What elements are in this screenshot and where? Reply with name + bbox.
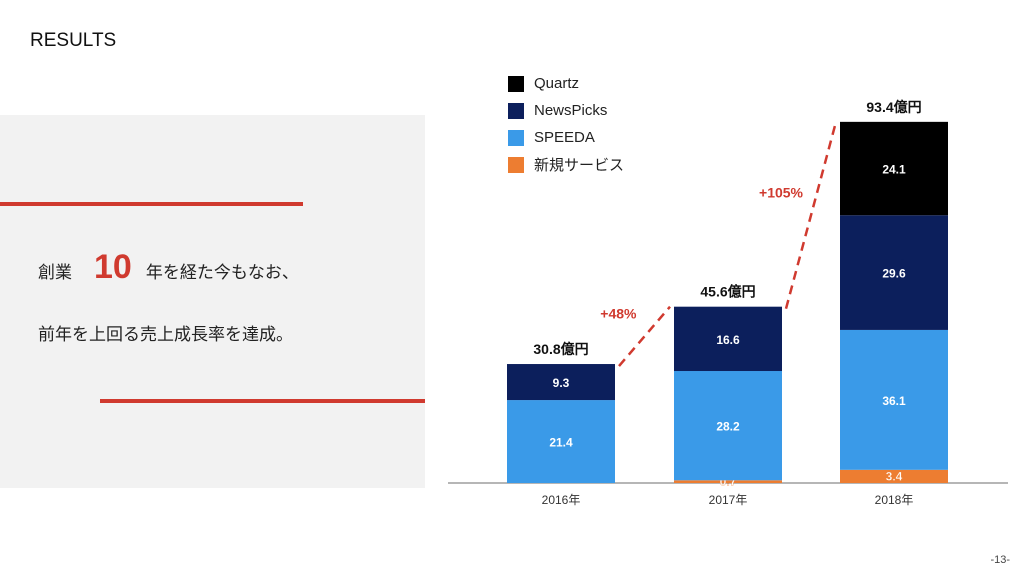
bar-value-label: 21.4 xyxy=(549,436,573,450)
bar-segment xyxy=(840,329,948,470)
page-number: -13- xyxy=(990,554,1010,566)
bar-value-label: 24.1 xyxy=(882,163,906,177)
chart-legend: Quartz NewsPicks SPEEDA 新規サービス xyxy=(508,70,624,178)
legend-swatch-newspicks xyxy=(508,102,524,119)
bar-segment xyxy=(840,121,948,216)
legend-item-speeda: SPEEDA xyxy=(508,124,624,151)
headline-line2: 前年を上回る売上成長率を達成。 xyxy=(38,325,293,344)
growth-label: +105% xyxy=(759,184,804,200)
accent-rule-bottom xyxy=(100,399,425,403)
bar-segment xyxy=(674,306,782,372)
legend-item-newspicks: NewsPicks xyxy=(508,97,624,124)
legend-label-quartz: Quartz xyxy=(534,75,580,92)
bar-total-label: 45.6億円 xyxy=(700,284,755,300)
headline-prefix: 創業 xyxy=(38,263,72,282)
growth-connector xyxy=(784,121,838,310)
growth-label: +48% xyxy=(600,305,637,321)
bar-segment xyxy=(507,364,615,401)
bar-segment xyxy=(674,480,782,483)
bar-value-label: 28.2 xyxy=(716,420,740,434)
x-tick-label: 2016年 xyxy=(542,493,581,507)
legend-swatch-quartz xyxy=(508,75,524,92)
growth-connector xyxy=(618,305,671,367)
message-panel xyxy=(0,115,425,488)
legend-swatch-speeda xyxy=(508,129,524,146)
bar-value-label: 29.6 xyxy=(882,267,906,281)
headline-line1: 創業 10 年を経た今もなお、 xyxy=(38,248,299,287)
years-number: 10 xyxy=(94,248,132,286)
x-tick-label: 2017年 xyxy=(709,493,748,507)
bar-value-label: 16.6 xyxy=(716,333,740,347)
legend-swatch-new-services xyxy=(508,156,524,173)
bar-segment xyxy=(507,400,615,483)
bar-total-label: 30.8億円 xyxy=(533,341,588,357)
bar-value-label: 3.4 xyxy=(886,469,903,483)
x-tick-label: 2018年 xyxy=(875,493,914,507)
bar-value-label: 9.3 xyxy=(553,376,570,390)
bar-segment xyxy=(674,371,782,481)
legend-label-newspicks: NewsPicks xyxy=(534,102,608,119)
page-title: RESULTS xyxy=(30,30,117,51)
bar-segment xyxy=(840,469,948,483)
legend-item-quartz: Quartz xyxy=(508,70,624,97)
bar-segment xyxy=(840,215,948,330)
legend-label-speeda: SPEEDA xyxy=(534,129,595,146)
accent-rule-top xyxy=(0,202,303,206)
headline-suffix: 年を経た今もなお、 xyxy=(145,263,299,282)
legend-item-new-services: 新規サービス xyxy=(508,151,624,178)
bar-total-label: 93.4億円 xyxy=(866,99,921,115)
bar-value-label: 36.1 xyxy=(882,394,906,408)
legend-label-new-services: 新規サービス xyxy=(534,157,625,174)
